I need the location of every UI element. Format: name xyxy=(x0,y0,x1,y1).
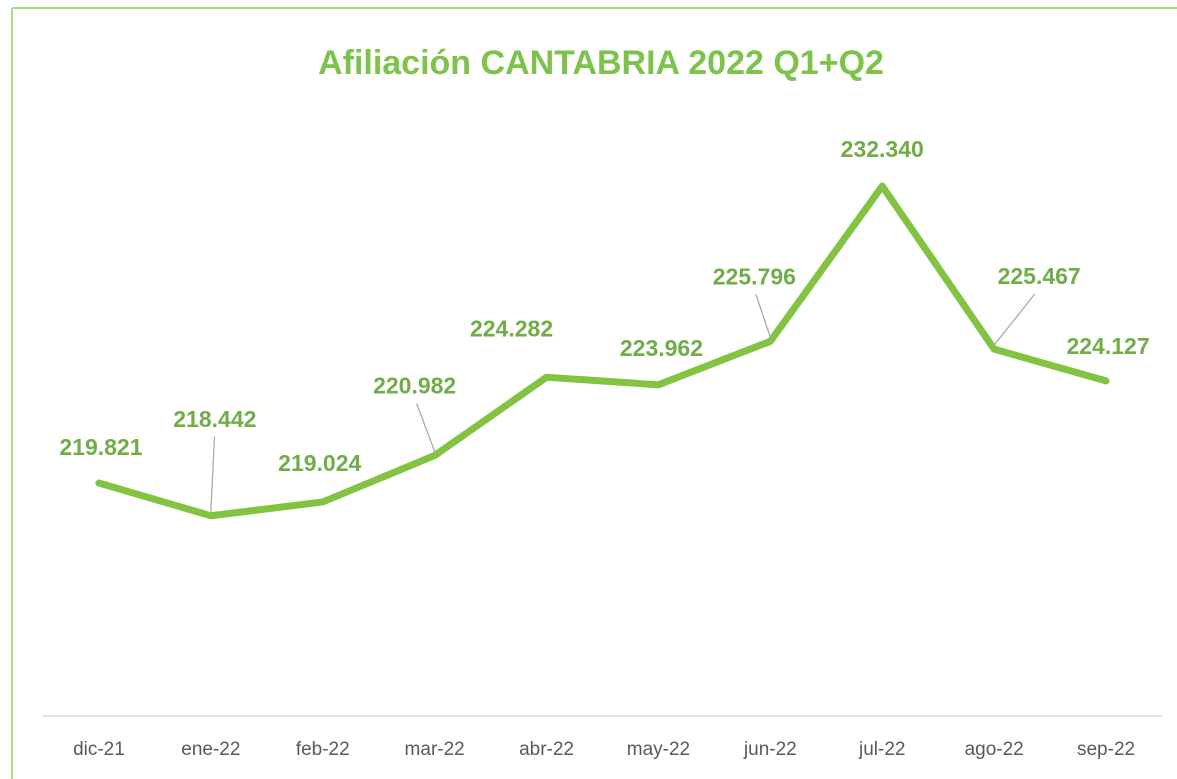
x-tick-label: feb-22 xyxy=(296,739,350,760)
data-label: 232.340 xyxy=(841,136,924,162)
data-label: 220.982 xyxy=(373,373,456,399)
leader-line xyxy=(210,436,216,512)
data-label: 225.796 xyxy=(713,263,796,289)
data-label: 225.467 xyxy=(998,263,1081,289)
data-label: 224.282 xyxy=(470,315,553,341)
data-label: 224.127 xyxy=(1066,333,1149,359)
x-tick-label: mar-22 xyxy=(405,739,465,760)
x-tick-label: dic-21 xyxy=(73,739,125,760)
chart-title: Afiliación CANTABRIA 2022 Q1+Q2 xyxy=(318,44,884,82)
x-tick-label: may-22 xyxy=(627,739,690,760)
x-tick-label: abr-22 xyxy=(519,739,574,760)
leader-line xyxy=(993,293,1036,346)
leader-line xyxy=(755,294,771,338)
x-tick-label: jun-22 xyxy=(743,739,797,760)
leader-line xyxy=(416,403,436,452)
data-label: 219.024 xyxy=(278,450,361,476)
x-tick-label: ago-22 xyxy=(965,739,1024,760)
x-tick-label: sep-22 xyxy=(1077,739,1135,760)
data-line xyxy=(95,182,1110,520)
data-label: 219.821 xyxy=(59,434,142,460)
data-label: 223.962 xyxy=(620,335,703,361)
x-tick-label: jul-22 xyxy=(858,739,905,760)
x-tick-label: ene-22 xyxy=(181,739,240,760)
data-label: 218.442 xyxy=(173,406,256,432)
